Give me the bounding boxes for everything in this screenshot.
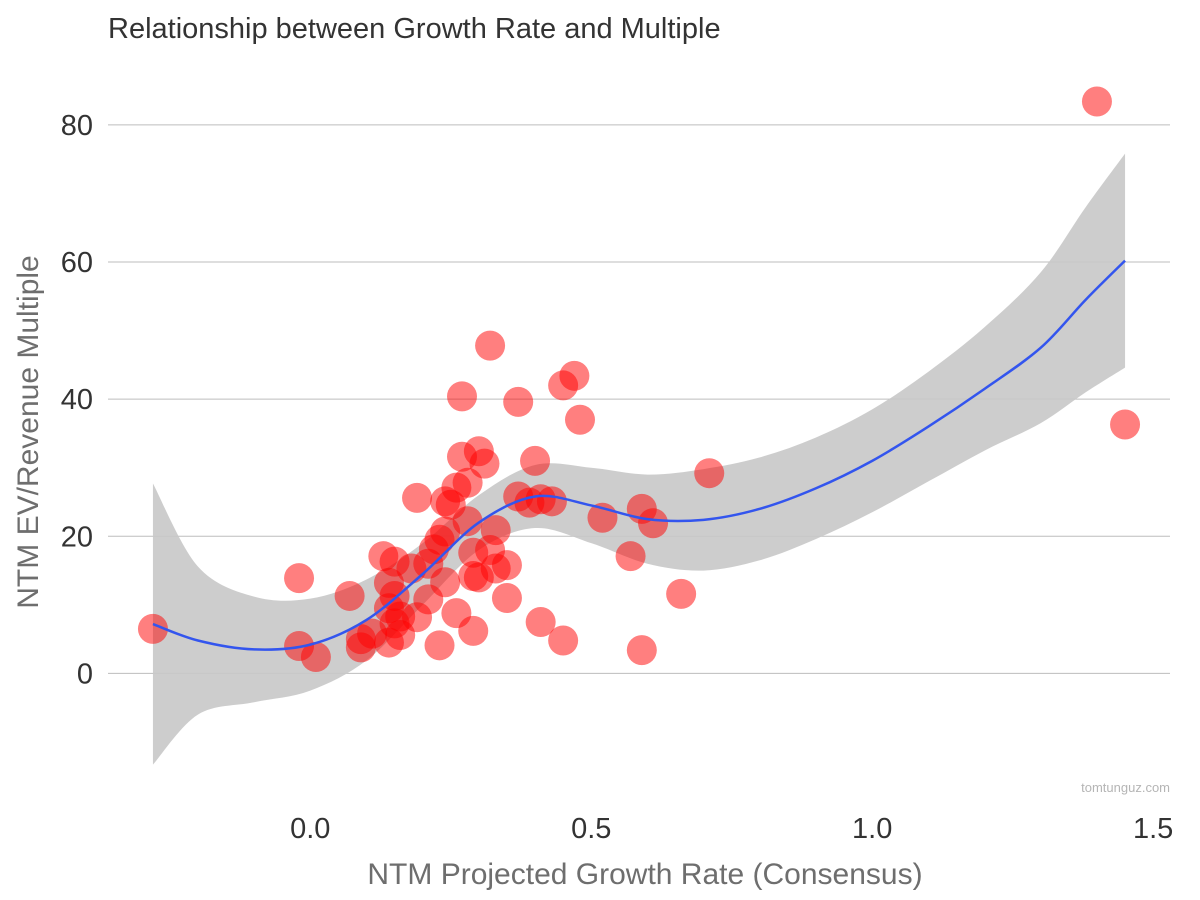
data-point xyxy=(1110,409,1141,440)
y-tick-label: 20 xyxy=(61,521,93,553)
x-tick-label: 1.5 xyxy=(1133,813,1173,845)
data-point xyxy=(565,404,595,435)
data-point xyxy=(469,448,500,479)
data-point xyxy=(284,563,315,594)
chart-title: Relationship between Growth Rate and Mul… xyxy=(108,13,721,45)
x-tick-label: 0.0 xyxy=(290,813,330,845)
data-point xyxy=(536,486,567,517)
y-axis-ticks: 0 20 40 60 80 xyxy=(61,110,93,691)
data-point xyxy=(615,541,646,572)
y-tick-label: 40 xyxy=(61,384,93,416)
data-point xyxy=(694,458,725,489)
data-point xyxy=(503,386,534,417)
gridlines xyxy=(108,124,1170,674)
data-point xyxy=(458,615,489,646)
data-point xyxy=(666,578,697,609)
smooth-fit-line-path xyxy=(152,259,1126,651)
data-point xyxy=(548,625,579,656)
data-point xyxy=(638,508,669,539)
data-point xyxy=(1081,86,1112,117)
data-point xyxy=(424,630,455,661)
y-axis-label: NTM EV/Revenue Multiple xyxy=(12,255,45,608)
data-point xyxy=(430,567,461,598)
data-point xyxy=(475,330,506,361)
data-point xyxy=(480,515,511,546)
x-axis-label: NTM Projected Growth Rate (Consensus) xyxy=(367,858,922,891)
data-point xyxy=(491,583,522,613)
smooth-fit-line xyxy=(152,259,1126,651)
data-point xyxy=(525,607,556,637)
data-point xyxy=(334,580,365,611)
data-point xyxy=(626,635,657,666)
y-tick-label: 60 xyxy=(61,247,93,279)
data-point xyxy=(402,482,433,513)
watermark-text: tomtunguz.com xyxy=(1081,780,1170,795)
x-axis-ticks: 0.0 0.5 1.0 1.5 xyxy=(290,813,1173,845)
data-point xyxy=(452,506,483,537)
x-tick-label: 1.0 xyxy=(852,813,892,845)
data-point xyxy=(520,445,551,476)
x-tick-label: 0.5 xyxy=(571,813,611,845)
data-points xyxy=(137,86,1141,672)
data-point xyxy=(491,550,522,581)
y-tick-label: 80 xyxy=(61,110,93,142)
data-point xyxy=(559,360,590,391)
data-point xyxy=(137,613,168,644)
y-tick-label: 0 xyxy=(77,658,93,690)
data-point xyxy=(430,516,461,547)
data-point xyxy=(447,381,477,412)
data-point xyxy=(300,641,331,672)
